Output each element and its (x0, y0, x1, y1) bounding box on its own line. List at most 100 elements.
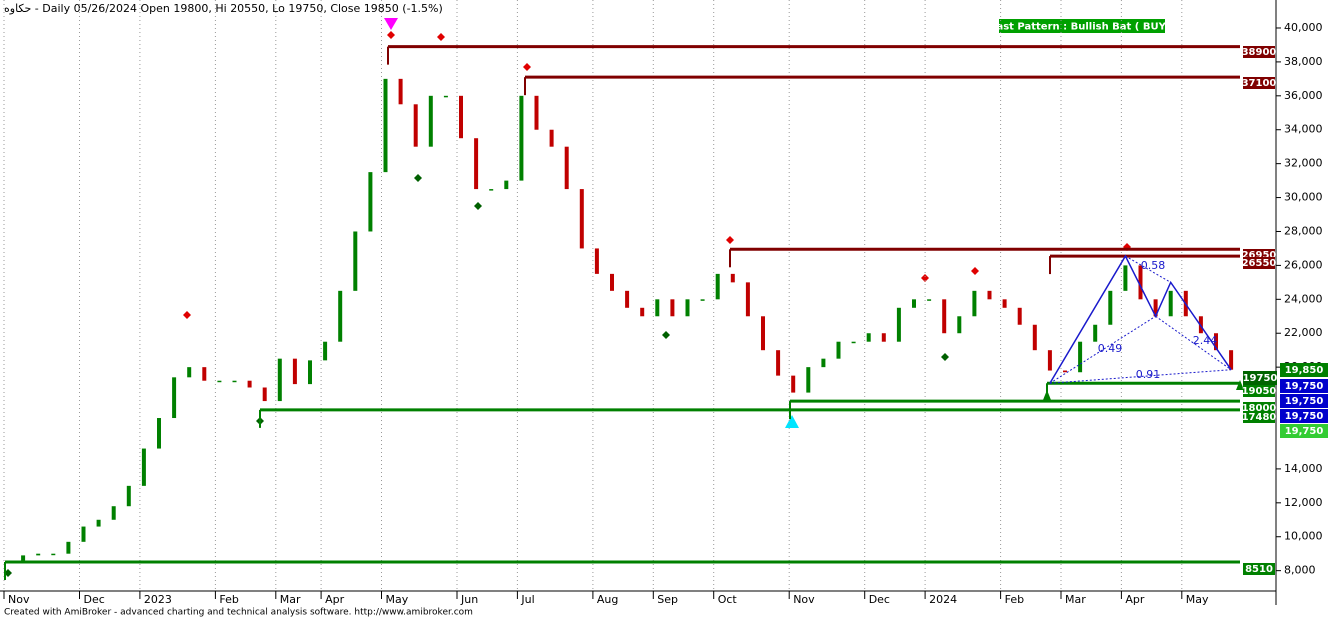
x-tick-label: Jun (460, 593, 478, 606)
candle (96, 519, 101, 527)
pattern-ratio: 2.44 (1193, 334, 1218, 347)
candle (368, 172, 373, 232)
x-tick-label: Oct (718, 593, 738, 606)
candle (957, 316, 962, 334)
candle (353, 231, 358, 291)
candle (247, 380, 252, 388)
pattern-badge (999, 19, 1165, 33)
level-tag-label: 26550 (1242, 258, 1277, 269)
y-tick-label: 30,000 (1284, 191, 1323, 204)
candle (625, 290, 630, 308)
candle (881, 333, 886, 342)
candle (821, 358, 826, 368)
y-tick-label: 8,000 (1284, 564, 1316, 577)
candle (383, 78, 388, 173)
candle (1123, 265, 1128, 291)
candle (398, 78, 403, 105)
level-tag-label: 19050 (1242, 386, 1277, 397)
candle (202, 367, 207, 381)
candle (308, 360, 312, 385)
pattern-ratio-line (1125, 255, 1171, 283)
candle (791, 375, 796, 393)
x-tick-label: May (386, 593, 409, 606)
candle (428, 95, 433, 147)
candle (896, 307, 901, 342)
candle (987, 290, 992, 300)
peak-markers (183, 31, 1131, 319)
candle (338, 290, 343, 342)
price-tag (1280, 424, 1328, 438)
x-tick-label: Mar (1065, 593, 1086, 606)
candle (700, 299, 705, 301)
candle (1063, 370, 1067, 373)
candle (564, 146, 569, 190)
candle (549, 129, 554, 147)
candle (217, 380, 222, 383)
candle (459, 95, 463, 139)
pattern-ratio: 0.58 (1141, 259, 1166, 272)
y-tick-label: 32,000 (1284, 157, 1323, 170)
candle (413, 104, 418, 147)
candle (836, 341, 841, 359)
x-tick-label: 2023 (144, 593, 172, 606)
pattern-ratio-line (1155, 315, 1232, 371)
candle (262, 387, 267, 402)
candle (277, 358, 282, 402)
candle (504, 180, 509, 190)
x-tick-label: Dec (869, 593, 890, 606)
y-tick-label: 28,000 (1284, 224, 1323, 237)
candle (81, 526, 86, 542)
level-tag (1243, 411, 1275, 423)
price-tag-label: 19,750 (1285, 381, 1324, 392)
level-tag (1243, 77, 1275, 89)
candle (866, 333, 871, 342)
candle (66, 541, 71, 554)
candle (730, 273, 735, 283)
price-tag-label: 19,750 (1285, 426, 1324, 437)
candle (655, 299, 660, 317)
candle (292, 358, 297, 385)
candle (187, 367, 192, 378)
candle (579, 189, 584, 249)
candle (323, 341, 328, 361)
y-tick-label: 26,000 (1284, 258, 1323, 271)
candle (21, 555, 26, 561)
level-tag-label: 18000 (1242, 403, 1277, 414)
candle (1017, 307, 1022, 325)
candle (942, 299, 947, 334)
y-tick-label: 10,000 (1284, 530, 1323, 543)
candle (927, 299, 932, 301)
candle (126, 485, 131, 507)
candle (1153, 299, 1158, 317)
candle (111, 506, 116, 520)
candle (51, 553, 56, 556)
candle (474, 138, 479, 190)
x-tick-label: Aug (597, 593, 618, 606)
price-tag-label: 19,750 (1285, 411, 1324, 422)
candle (806, 367, 811, 393)
level-tag-label: 8510 (1245, 564, 1273, 575)
x-tick-label: Dec (84, 593, 105, 606)
candle (640, 307, 645, 317)
candle (232, 380, 237, 383)
candle (1093, 324, 1098, 342)
pattern-ratio-line (1049, 315, 1156, 384)
candle (670, 299, 675, 317)
x-tick-label: Mar (280, 593, 301, 606)
chart-title: حکاوه - Daily 05/26/2024 Open 19800, Hi … (4, 2, 443, 15)
x-tick-label: Apr (325, 593, 345, 606)
y-tick-label: 36,000 (1284, 89, 1323, 102)
candle (1168, 290, 1173, 317)
candle (1047, 350, 1052, 371)
level-tag (1243, 385, 1275, 397)
price-tag-label: 19750 (1243, 373, 1278, 384)
candle (157, 418, 161, 449)
buy-arrow (785, 415, 799, 428)
price-tag-label: 19,750 (1285, 396, 1324, 407)
price-tag (1280, 363, 1328, 377)
price-tag (1280, 394, 1328, 408)
candle (1078, 341, 1083, 373)
level-tag (1243, 257, 1275, 269)
y-tick-label: 24,000 (1284, 292, 1323, 305)
